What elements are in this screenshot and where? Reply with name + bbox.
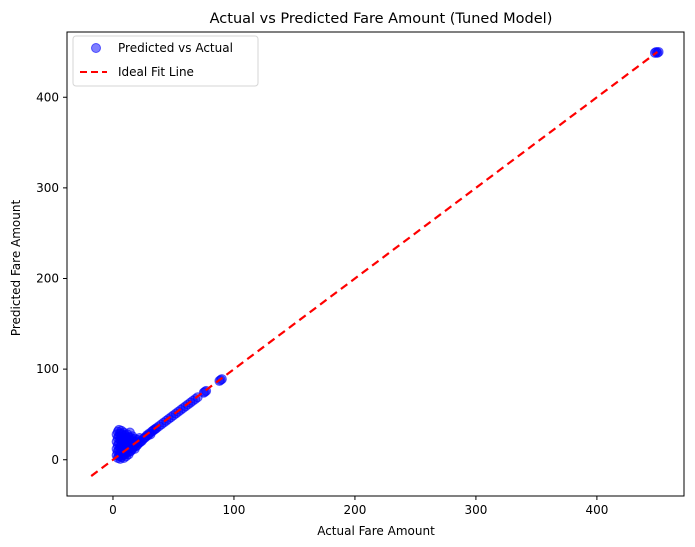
ideal-fit-line [90, 51, 659, 477]
x-tick-label: 200 [343, 503, 366, 517]
y-tick-label: 300 [36, 181, 59, 195]
axes-frame [66, 31, 685, 497]
legend: Predicted vs Actual Ideal Fit Line [72, 35, 259, 87]
x-tick-label: 100 [222, 503, 245, 517]
legend-frame [72, 35, 259, 87]
legend-label-predicted-vs-actual: Predicted vs Actual [118, 41, 233, 55]
legend-marker-predicted-vs-actual [91, 43, 101, 53]
plot-area: 0 100 200 300 400 0 100 200 300 400 [36, 31, 685, 517]
y-tick-label: 100 [36, 362, 59, 376]
x-axis-label: Actual Fare Amount [317, 524, 435, 538]
y-axis-label: Predicted Fare Amount [9, 200, 23, 337]
y-tick-label: 0 [51, 453, 59, 467]
legend-label-ideal-fit-line: Ideal Fit Line [118, 65, 194, 79]
y-tick-label: 200 [36, 272, 59, 286]
y-tick-label: 400 [36, 90, 59, 104]
x-tick-label: 400 [585, 503, 608, 517]
chart-title: Actual vs Predicted Fare Amount (Tuned M… [210, 11, 553, 27]
data-point [653, 46, 664, 57]
x-tick-label: 300 [464, 503, 487, 517]
x-tick-label: 0 [109, 503, 117, 517]
